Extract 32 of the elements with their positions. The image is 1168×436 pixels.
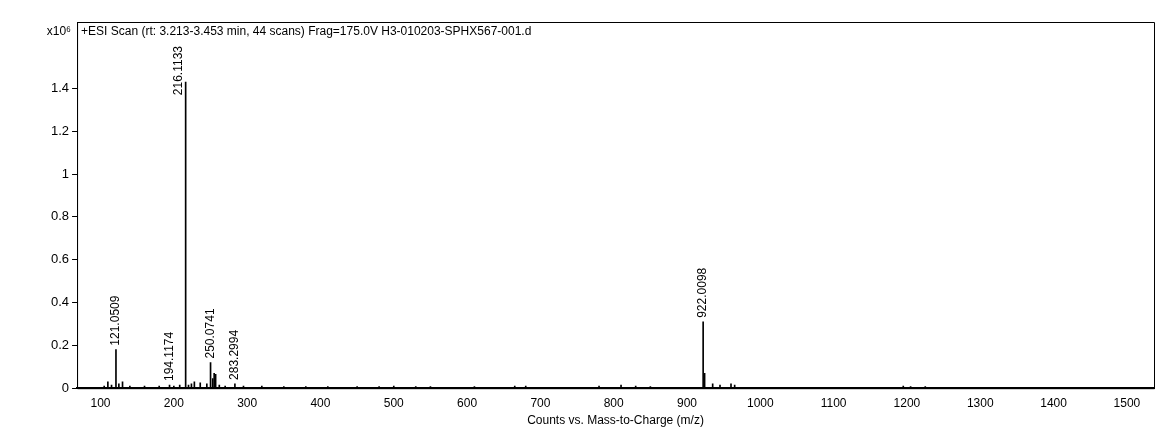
annotation: 283.2994 <box>227 329 242 380</box>
y-tick-label: 1 <box>61 165 70 181</box>
chart-title: +ESI Scan (rt: 3.213-3.453 min, 44 scans) Frag=175.0V H3-010203-SPHX567-001.d <box>81 24 532 39</box>
y-tick-label: 0.4 <box>50 294 70 310</box>
x-tick-label: 200 <box>163 395 185 410</box>
x-tick-label: 1400 <box>1040 395 1068 410</box>
x-tick-label: 1100 <box>820 395 847 410</box>
x-tick-label: 100 <box>90 395 111 410</box>
x-axis-title: Counts vs. Mass-to-Charge (m/z) <box>527 413 704 428</box>
x-tick-label: 800 <box>603 395 625 410</box>
x-tick-label: 500 <box>383 395 405 410</box>
x-tick-label: 400 <box>310 395 331 410</box>
annotation: 250.0741 <box>202 308 217 359</box>
x-tick-label: 600 <box>457 395 478 410</box>
annotation: 194.1174 <box>161 331 176 381</box>
y-tick-label: 0.2 <box>50 336 70 352</box>
annotation: 216.1133 <box>170 45 185 96</box>
x-tick-label: 300 <box>237 395 258 410</box>
x-tick-label: 1000 <box>746 395 774 410</box>
x-tick-label: 700 <box>530 395 551 410</box>
annotation: 121.0509 <box>108 295 123 346</box>
y-tick-label: 1.2 <box>50 122 70 138</box>
x-tick-label: 1300 <box>966 395 994 410</box>
x-tick-label: 1500 <box>1113 395 1141 410</box>
y-tick-label: 0 <box>61 379 70 395</box>
y-axis-title: x10⁶ <box>46 24 72 39</box>
y-tick-label: 0.8 <box>50 208 70 224</box>
y-tick-label: 0.6 <box>50 251 70 267</box>
y-tick-label: 1.4 <box>50 79 70 95</box>
annotation: 922.0098 <box>695 267 710 318</box>
x-tick-label: 900 <box>677 395 698 410</box>
x-tick-label: 1200 <box>893 395 921 410</box>
